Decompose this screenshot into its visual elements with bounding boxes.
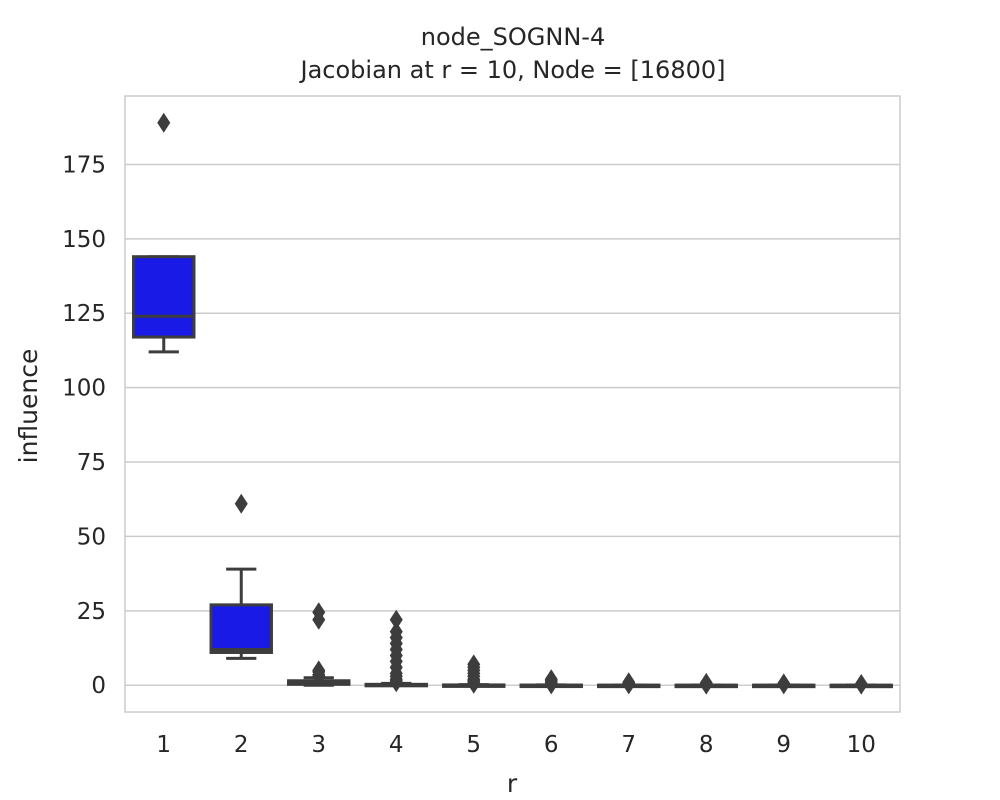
box-1 — [132, 112, 196, 354]
x-tick-label: 3 — [311, 732, 326, 758]
y-tick-label: 25 — [77, 599, 106, 625]
outlier-marker — [234, 493, 248, 514]
x-tick-label: 2 — [234, 732, 249, 758]
x-tick-label: 10 — [847, 732, 876, 758]
outlier-marker — [312, 602, 326, 623]
chart-subtitle: Jacobian at r = 10, Node = [16800] — [299, 56, 726, 84]
x-tick-label: 7 — [621, 732, 636, 758]
y-tick-label: 75 — [77, 450, 106, 476]
outlier-marker — [699, 674, 713, 695]
plot-frame — [124, 95, 901, 713]
y-tick-label: 150 — [62, 227, 106, 253]
outlier-marker — [157, 112, 171, 133]
x-tick-label: 9 — [776, 732, 791, 758]
box-4 — [364, 609, 428, 693]
outlier-marker — [389, 672, 403, 693]
y-tick-label: 125 — [62, 301, 106, 327]
x-tick-labels: 1 2 3 4 5 6 7 8 9 10 — [156, 732, 875, 758]
box-3 — [287, 602, 351, 687]
outlier-marker — [544, 674, 558, 695]
y-tick-label: 175 — [62, 152, 106, 178]
x-tick-label: 6 — [544, 732, 559, 758]
x-tick-label: 5 — [466, 732, 481, 758]
box-5 — [442, 654, 506, 694]
box-2 — [209, 493, 273, 660]
box-8 — [674, 672, 738, 695]
y-tick-label: 50 — [77, 524, 106, 550]
y-tick-labels: 0 25 50 75 100 125 150 175 — [62, 152, 106, 699]
box-6 — [519, 669, 583, 695]
box-10 — [829, 674, 893, 695]
x-axis-label: r — [507, 769, 518, 798]
box-9 — [752, 673, 816, 695]
outlier-marker — [467, 673, 481, 694]
y-axis-label: influence — [14, 349, 43, 464]
x-tick-label: 8 — [699, 732, 714, 758]
outlier-marker — [389, 609, 403, 630]
x-tick-label: 1 — [156, 732, 171, 758]
iqr-box — [209, 603, 273, 654]
outlier-marker — [854, 674, 868, 695]
chart-title: node_SOGNN-4 — [421, 23, 605, 51]
outlier-marker — [312, 666, 326, 687]
box-layer — [132, 112, 893, 695]
y-tick-label: 0 — [91, 673, 106, 699]
y-tick-label: 100 — [62, 376, 106, 402]
x-tick-label: 4 — [389, 732, 404, 758]
outlier-marker — [777, 674, 791, 695]
box-7 — [597, 672, 661, 695]
outlier-marker — [622, 674, 636, 695]
iqr-box — [132, 255, 196, 339]
